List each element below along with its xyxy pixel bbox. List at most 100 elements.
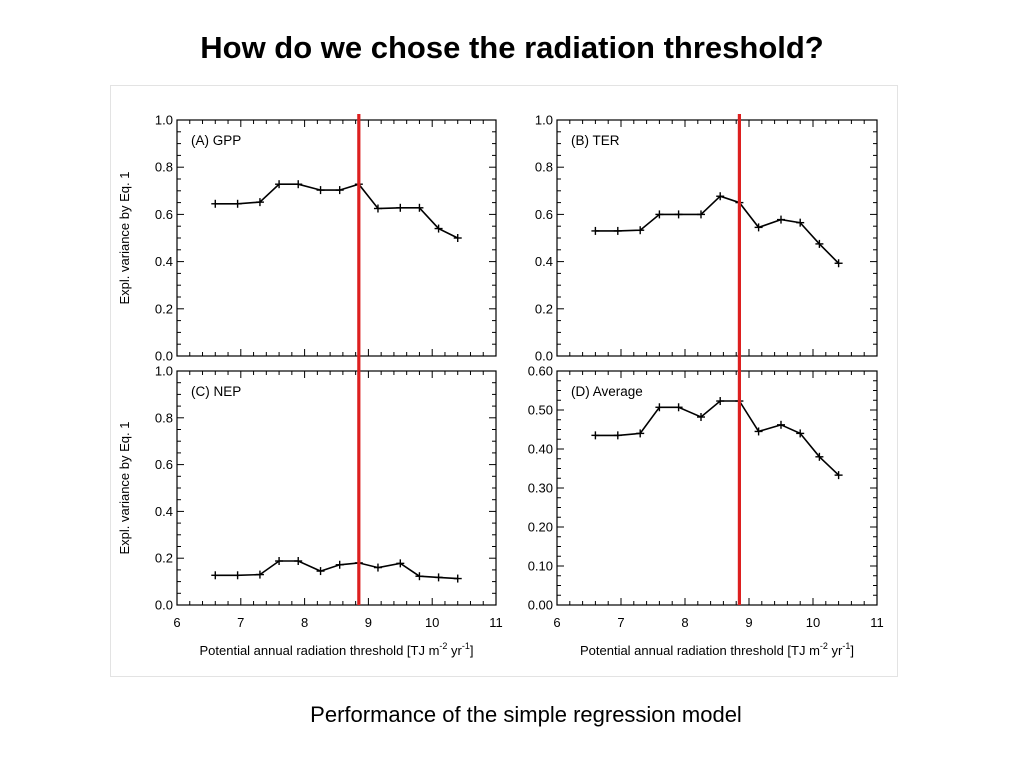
y-axis-label: Expl. variance by Eq. 1 — [117, 422, 132, 555]
data-point — [754, 223, 763, 232]
y-tick-label: 0.6 — [155, 207, 173, 222]
data-point — [613, 431, 622, 440]
series-line — [215, 183, 459, 239]
y-axis-label: Expl. variance by Eq. 1 — [117, 172, 132, 305]
data-point — [777, 215, 785, 224]
x-tick-label: 6 — [553, 615, 560, 630]
y-tick-label: 0.2 — [155, 301, 173, 316]
slide-caption: Performance of the simple regression mod… — [310, 702, 742, 727]
data-point — [591, 226, 600, 235]
data-point — [255, 198, 264, 207]
data-point — [697, 413, 705, 422]
y-tick-label: 0.20 — [528, 520, 553, 535]
data-point — [591, 431, 600, 440]
data-point — [834, 259, 843, 268]
x-tick-label: 7 — [237, 615, 244, 630]
y-tick-label: 0.6 — [535, 207, 553, 222]
data-point — [373, 204, 382, 213]
x-tick-label: 8 — [301, 615, 308, 630]
y-tick-label: 0.00 — [528, 598, 553, 613]
data-point — [294, 557, 303, 566]
y-tick-label: 0.10 — [528, 559, 553, 574]
data-point — [275, 557, 284, 566]
x-tick-label: 10 — [425, 615, 439, 630]
chart-panel-3: 0.0 0.2 0.4 0.6 0.8 1.0 6 7 8 9 10 11 Potential annu… — [117, 364, 503, 659]
x-tick-label: 11 — [870, 615, 884, 630]
chart-panel-4: 0.00 0.10 0.20 0.30 0.40 0.50 0.60 6 7 8 9 10 11 Pote… — [528, 364, 884, 659]
data-point — [415, 572, 424, 581]
y-tick-label: 0.8 — [155, 160, 173, 175]
data-point — [211, 571, 220, 580]
data-point — [335, 560, 344, 569]
panel-title: (D) Average — [571, 384, 643, 399]
figure-svg: 0.0 0.2 0.4 0.6 0.8 1.0 Expl. variance by Eq. … — [117, 113, 884, 659]
data-point — [434, 224, 443, 233]
y-tick-label: 1.0 — [155, 364, 173, 379]
y-tick-label: 0.0 — [155, 349, 173, 364]
panel-title: (A) GPP — [191, 133, 241, 148]
plot-frame — [556, 119, 878, 357]
data-point — [316, 186, 325, 195]
plot-frame — [176, 370, 497, 606]
y-tick-label: 0.4 — [155, 254, 173, 269]
data-point — [316, 567, 325, 576]
chart-panel-1: 0.0 0.2 0.4 0.6 0.8 1.0 Expl. variance by Eq. … — [117, 113, 497, 364]
series-line — [595, 195, 840, 264]
data-point — [697, 210, 705, 219]
data-point — [655, 210, 664, 219]
data-point — [335, 186, 344, 195]
y-tick-label: 0.2 — [155, 551, 173, 566]
data-point — [796, 218, 805, 227]
data-point — [674, 210, 683, 219]
y-tick-label: 0.4 — [155, 504, 173, 519]
data-point — [815, 452, 824, 461]
y-tick-label: 0.40 — [528, 442, 553, 457]
y-tick-label: 0.4 — [535, 254, 553, 269]
slide-title: How do we chose the radiation threshold? — [200, 30, 824, 65]
panel-title: (B) TER — [571, 133, 620, 148]
data-point — [716, 397, 725, 406]
x-tick-label: 8 — [681, 615, 688, 630]
data-point — [415, 203, 424, 212]
data-point — [211, 199, 220, 208]
data-point — [275, 180, 284, 189]
plot-frame — [176, 119, 497, 357]
data-point — [233, 199, 242, 208]
y-tick-label: 0.2 — [535, 301, 553, 316]
x-tick-label: 7 — [617, 615, 624, 630]
y-tick-label: 0.8 — [535, 160, 553, 175]
y-tick-label: 0.50 — [528, 403, 553, 418]
data-point — [396, 203, 405, 212]
data-point — [834, 471, 843, 480]
data-point — [434, 573, 443, 582]
y-tick-label: 0.6 — [155, 457, 173, 472]
x-tick-label: 9 — [745, 615, 752, 630]
y-tick-label: 0.0 — [535, 349, 553, 364]
y-tick-label: 1.0 — [535, 113, 553, 128]
data-point — [373, 563, 382, 572]
data-point — [655, 403, 664, 412]
data-point — [777, 420, 785, 429]
chart-panel-2: 0.0 0.2 0.4 0.6 0.8 1.0 (B) TER — [535, 113, 878, 364]
data-point — [233, 571, 242, 580]
x-tick-label: 10 — [806, 615, 820, 630]
data-point — [453, 234, 462, 242]
data-point — [796, 429, 805, 438]
data-point — [674, 403, 683, 412]
data-point — [754, 427, 763, 436]
series-line — [595, 400, 840, 476]
x-axis-label: Potential annual radiation threshold [TJ… — [580, 641, 854, 658]
y-tick-label: 0.60 — [528, 364, 553, 379]
data-point — [396, 559, 405, 568]
data-point — [453, 574, 462, 583]
figure-panel: 0.0 0.2 0.4 0.6 0.8 1.0 Expl. variance by Eq. … — [110, 85, 898, 677]
y-tick-label: 1.0 — [155, 113, 173, 128]
y-tick-label: 0.8 — [155, 410, 173, 425]
panel-title: (C) NEP — [191, 384, 241, 399]
data-point — [815, 239, 824, 248]
data-point — [613, 226, 622, 235]
x-tick-label: 6 — [173, 615, 180, 630]
data-point — [636, 226, 645, 235]
y-tick-label: 0.0 — [155, 598, 173, 613]
data-point — [294, 180, 303, 189]
